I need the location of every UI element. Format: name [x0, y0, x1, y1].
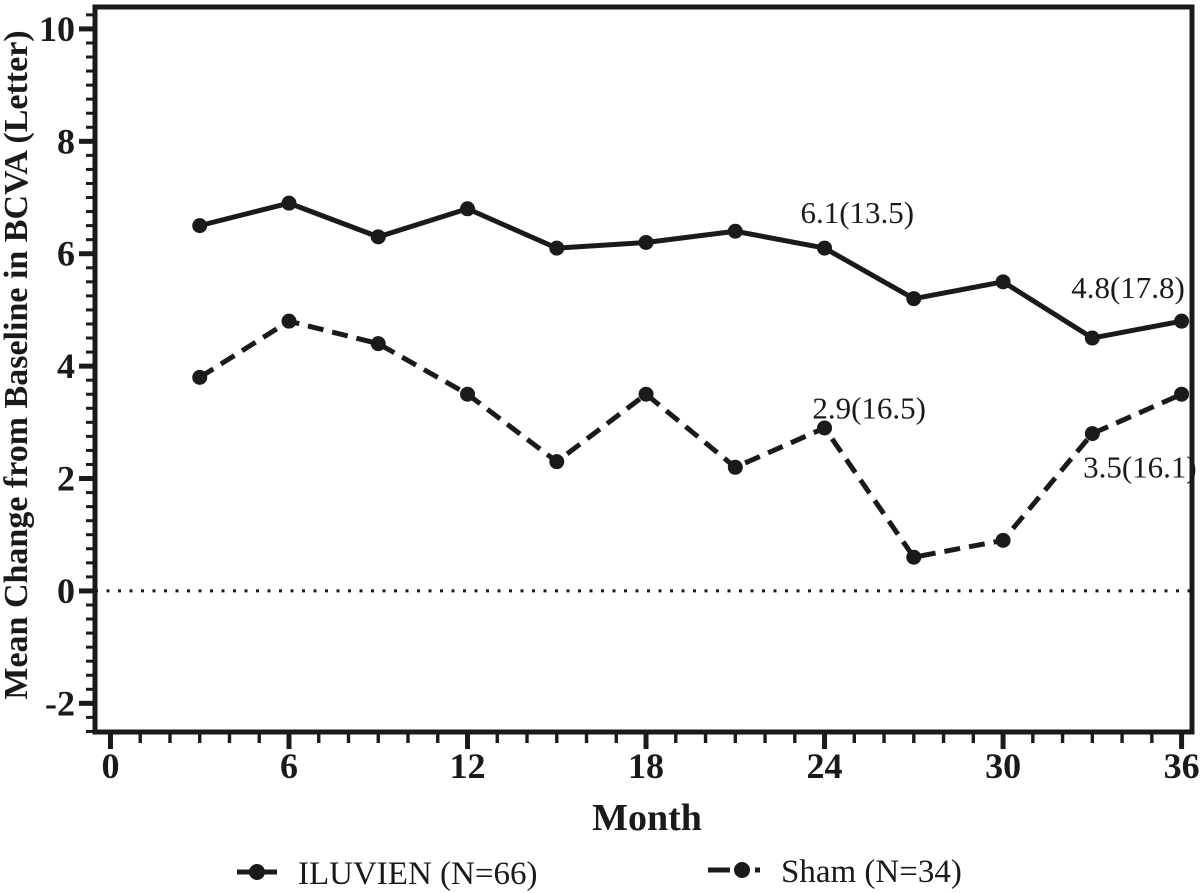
- x-tick-label: 0: [101, 746, 119, 786]
- iluvien-data-point: [817, 240, 833, 256]
- legend-item-iluvien: ILUVIEN (N=66): [237, 856, 537, 892]
- sham-data-point: [995, 532, 1011, 548]
- series-sham-line: [198, 318, 1183, 560]
- iluvien-data-point: [370, 229, 386, 245]
- iluvien-data-point: [281, 195, 297, 211]
- x-tick-label: 24: [807, 746, 843, 786]
- sham-data-point: [460, 386, 476, 402]
- annotation: 6.1(13.5): [800, 195, 914, 230]
- x-tick-label: 36: [1164, 746, 1200, 786]
- iluvien-data-point: [638, 234, 654, 250]
- sham-data-point: [1174, 386, 1190, 402]
- annotation: 2.9(16.5): [812, 391, 926, 426]
- x-axis-ticks: [107, 732, 1185, 749]
- data-annotations: 6.1(13.5) 4.8(17.8) 2.9(16.5) 3.5(16.1): [800, 195, 1196, 485]
- y-axis-title: Mean Change from Baseline in BCVA (Lette…: [0, 30, 35, 699]
- y-axis-ticks: [79, 13, 95, 733]
- y-tick-labels: -2 0 2 4 6 8 10: [39, 9, 75, 723]
- legend-item-sham: Sham (N=34): [708, 854, 962, 890]
- iluvien-data-point: [1084, 330, 1100, 346]
- iluvien-data-point: [995, 274, 1011, 290]
- x-tick-labels: 0 6 12 18 24 30 36: [101, 746, 1199, 786]
- y-tick-label: 0: [57, 571, 75, 611]
- x-tick-label: 18: [628, 746, 664, 786]
- x-tick-label: 12: [450, 746, 486, 786]
- x-axis-title: Month: [592, 797, 702, 839]
- iluvien-legend-marker: [249, 864, 265, 880]
- sham-data-point: [727, 459, 743, 475]
- y-tick-label: 8: [57, 121, 75, 161]
- sham-data-point: [906, 549, 922, 565]
- y-tick-label: 2: [57, 459, 75, 499]
- iluvien-legend-label: ILUVIEN (N=66): [298, 856, 537, 892]
- sham-data-point: [638, 386, 654, 402]
- iluvien-data-point: [192, 218, 208, 234]
- plot-frame: [92, 4, 1195, 735]
- annotation: 4.8(17.8): [1071, 270, 1185, 305]
- x-tick-label: 6: [280, 746, 298, 786]
- series-sham-markers: [192, 313, 1190, 565]
- sham-data-point: [817, 420, 833, 436]
- iluvien-data-point: [727, 223, 743, 239]
- sham-data-point: [281, 313, 297, 329]
- sham-data-point: [370, 336, 386, 352]
- series-iluvien-line: [199, 200, 1183, 341]
- y-tick-label: 6: [57, 234, 75, 274]
- sham-legend-label: Sham (N=34): [781, 854, 962, 890]
- sham-data-point: [192, 369, 208, 385]
- sham-data-point: [1084, 426, 1100, 442]
- y-tick-label: -2: [45, 683, 75, 723]
- legend: ILUVIEN (N=66) Sham (N=34): [237, 854, 962, 892]
- iluvien-data-point: [1174, 313, 1190, 329]
- iluvien-data-point: [549, 240, 565, 256]
- sham-legend-marker: [734, 862, 750, 878]
- series-iluvien-markers: [192, 195, 1190, 346]
- iluvien-data-point: [460, 201, 476, 217]
- x-tick-label: 30: [985, 746, 1021, 786]
- annotation: 3.5(16.1): [1083, 450, 1197, 485]
- y-tick-label: 4: [57, 346, 75, 386]
- y-tick-label: 10: [39, 9, 75, 49]
- iluvien-data-point: [906, 291, 922, 307]
- sham-data-point: [549, 454, 565, 470]
